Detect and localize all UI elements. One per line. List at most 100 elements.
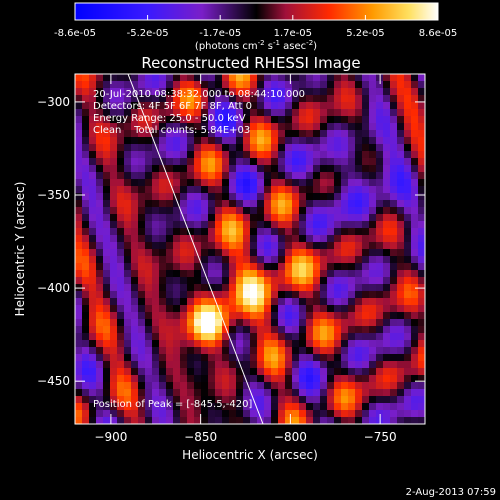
heatmap-cell xyxy=(362,158,370,166)
heatmap-cell xyxy=(411,179,419,187)
heatmap-cell xyxy=(285,179,293,187)
heatmap-cell xyxy=(348,277,356,285)
heatmap-cell xyxy=(243,270,251,278)
heatmap-cell xyxy=(250,305,258,313)
heatmap-cell xyxy=(411,200,419,208)
heatmap-cell xyxy=(166,361,174,369)
heatmap-cell xyxy=(292,396,300,404)
heatmap-cell xyxy=(299,109,307,117)
heatmap-cell xyxy=(411,102,419,110)
heatmap-cell xyxy=(201,88,209,96)
heatmap-cell xyxy=(173,340,181,348)
heatmap-cell xyxy=(82,214,90,222)
heatmap-cell xyxy=(257,179,265,187)
heatmap-cell xyxy=(411,74,419,82)
heatmap-cell xyxy=(411,193,419,201)
heatmap-cell xyxy=(229,214,237,222)
heatmap-cell xyxy=(187,207,195,215)
heatmap-cell xyxy=(236,403,244,411)
heatmap-cell xyxy=(152,410,160,418)
heatmap-cell xyxy=(117,102,125,110)
heatmap-cell xyxy=(145,144,153,152)
heatmap-cell xyxy=(292,361,300,369)
heatmap-cell xyxy=(208,298,216,306)
heatmap-cell xyxy=(117,375,125,383)
heatmap-cell xyxy=(159,214,167,222)
heatmap-cell xyxy=(236,263,244,271)
heatmap-cell xyxy=(89,305,97,313)
heatmap-cell xyxy=(411,172,419,180)
heatmap-cell xyxy=(103,228,111,236)
heatmap-cell xyxy=(243,326,251,334)
heatmap-cell xyxy=(383,186,391,194)
heatmap-cell xyxy=(320,151,328,159)
heatmap-cell xyxy=(180,74,188,82)
heatmap-cell xyxy=(411,284,419,292)
heatmap-cell xyxy=(236,270,244,278)
heatmap-cell xyxy=(397,277,405,285)
heatmap-cell xyxy=(327,186,335,194)
heatmap-cell xyxy=(285,333,293,341)
heatmap-cell xyxy=(222,284,230,292)
heatmap-cell xyxy=(355,354,363,362)
heatmap-cell xyxy=(89,249,97,257)
heatmap-cell xyxy=(82,396,90,404)
heatmap-cell xyxy=(194,116,202,124)
heatmap-cell xyxy=(89,102,97,110)
heatmap-cell xyxy=(348,214,356,222)
heatmap-cell xyxy=(138,207,146,215)
heatmap-cell xyxy=(278,284,286,292)
heatmap-cell xyxy=(313,235,321,243)
heatmap-cell xyxy=(285,410,293,418)
heatmap-cell xyxy=(271,382,279,390)
heatmap-cell xyxy=(271,277,279,285)
heatmap-cell xyxy=(96,410,104,418)
heatmap-cell xyxy=(320,361,328,369)
heatmap-cell xyxy=(264,396,272,404)
heatmap-cell xyxy=(418,347,425,355)
heatmap-cell xyxy=(215,361,223,369)
heatmap-cell xyxy=(390,389,398,397)
heatmap-cell xyxy=(110,410,118,418)
heatmap-cell xyxy=(82,347,90,355)
heatmap-cell xyxy=(159,417,167,424)
heatmap-cell xyxy=(222,179,230,187)
heatmap-cell xyxy=(208,389,216,397)
heatmap-cell xyxy=(89,81,97,89)
heatmap-cell xyxy=(229,354,237,362)
heatmap-cell xyxy=(404,221,412,229)
heatmap-cell xyxy=(152,291,160,299)
heatmap-cell xyxy=(131,270,139,278)
heatmap-cell xyxy=(215,179,223,187)
heatmap-cell xyxy=(222,305,230,313)
heatmap-cell xyxy=(173,410,181,418)
heatmap-cell xyxy=(180,151,188,159)
heatmap-cell xyxy=(320,340,328,348)
heatmap-cell xyxy=(404,81,412,89)
heatmap-cell xyxy=(390,375,398,383)
heatmap-cell xyxy=(89,228,97,236)
heatmap-cell xyxy=(355,200,363,208)
heatmap-cell xyxy=(250,151,258,159)
heatmap-cell xyxy=(334,403,342,411)
heatmap-cell xyxy=(278,200,286,208)
heatmap-cell xyxy=(383,403,391,411)
heatmap-cell xyxy=(313,102,321,110)
heatmap-cell xyxy=(152,102,160,110)
heatmap-cell xyxy=(299,249,307,257)
heatmap-cell xyxy=(418,109,425,117)
heatmap-cell xyxy=(250,137,258,145)
heatmap-cell xyxy=(418,382,425,390)
heatmap-cell xyxy=(96,130,104,138)
heatmap-cell xyxy=(257,186,265,194)
heatmap-cell xyxy=(89,277,97,285)
heatmap-cell xyxy=(82,116,90,124)
heatmap-cell xyxy=(82,375,90,383)
heatmap-cell xyxy=(299,221,307,229)
heatmap-cell xyxy=(124,319,132,327)
heatmap-cell xyxy=(180,326,188,334)
heatmap-cell xyxy=(145,214,153,222)
heatmap-cell xyxy=(103,249,111,257)
heatmap-cell xyxy=(110,249,118,257)
heatmap-cell xyxy=(124,326,132,334)
